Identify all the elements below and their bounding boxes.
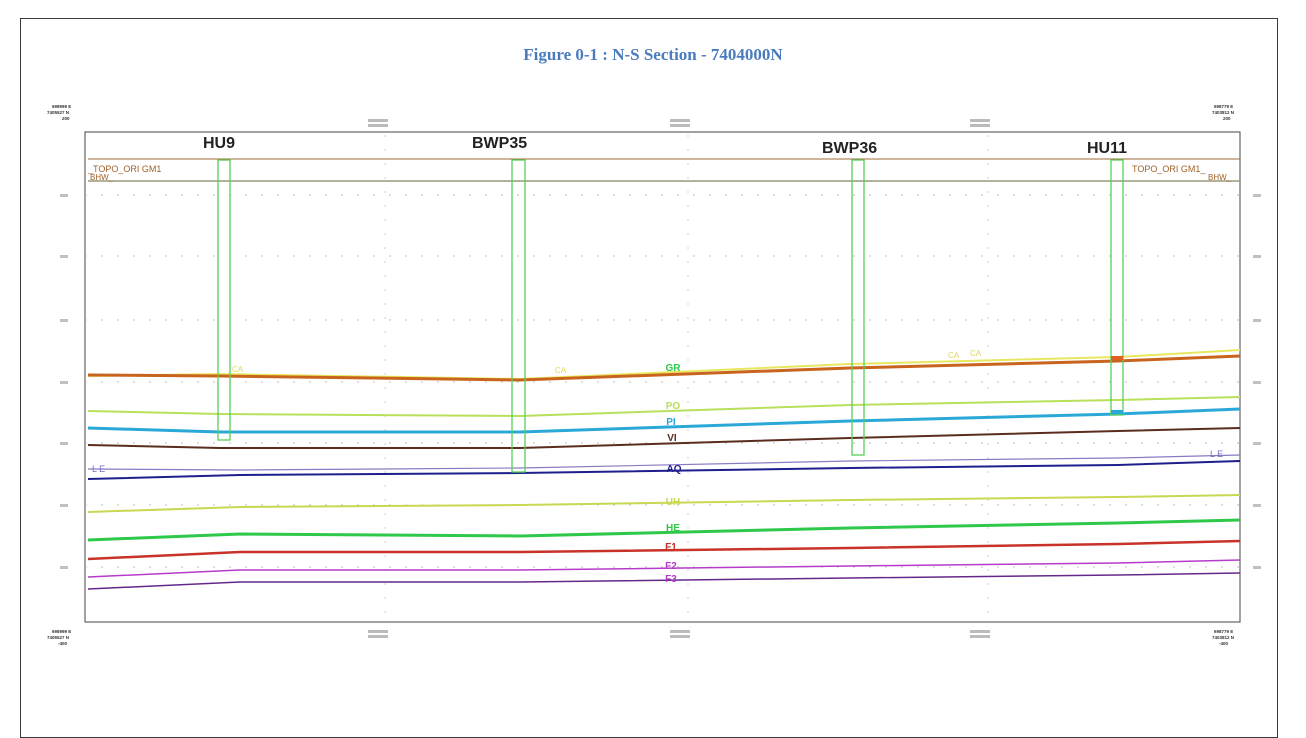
horizon-vi-label: VI — [667, 433, 677, 444]
ca-marker-label: CA — [970, 349, 982, 358]
drillhole-bwp35-trace — [511, 159, 526, 473]
horizon-po-line — [87, 396, 1241, 417]
drillhole-bwp36-trace — [851, 159, 865, 456]
faint-tick-labels — [368, 119, 990, 638]
horizon-he-label: HE — [666, 523, 680, 534]
bhw-label-right: BHW_ — [1208, 173, 1232, 182]
horizon-aq-line — [87, 460, 1241, 480]
hu11-pi-intercept — [1111, 410, 1123, 414]
corner-bottom-right-elev: -400 — [1219, 641, 1229, 646]
ca-marker-label: CA — [232, 365, 244, 374]
horizon-f3-label: F3 — [665, 574, 677, 585]
drillhole-hu9-label: HU9 — [203, 135, 235, 152]
horizon-vi-line — [87, 427, 1241, 449]
section-border — [84, 131, 1241, 623]
drillhole-hu11-label: HU11 — [1087, 140, 1127, 157]
horizon-po-label: PO — [666, 401, 681, 412]
horizon-aq-label: AQ — [667, 464, 682, 475]
hu11-gr-intercept — [1111, 356, 1123, 360]
horizon-f1-line — [87, 539, 1241, 561]
corner-top-right-elev: 200 — [1223, 116, 1231, 121]
corner-bottom-right-northing: 7403812 N — [1212, 635, 1234, 640]
horizon-f1-label: F1 — [665, 542, 677, 553]
grid-horizontal — [85, 194, 1240, 568]
horizon-he-line — [87, 518, 1241, 542]
corner-bottom-left-easting: 698999 E — [52, 629, 71, 634]
drillhole-bwp35-label: BWP35 — [472, 135, 527, 152]
horizon-pi-line — [87, 407, 1241, 434]
corner-top-right-northing: 7403812 N — [1212, 110, 1234, 115]
horizon-f2-label: F2 — [665, 561, 677, 572]
drillhole-hu11-trace — [1110, 159, 1124, 416]
horizon-uh-label: UH — [666, 497, 680, 508]
figure-caption: Figure 0-1 : N-S Section - 7404000N — [523, 45, 783, 64]
corner-bottom-left-elev: -400 — [58, 641, 68, 646]
corner-top-right-easting: 698779 E — [1214, 104, 1233, 109]
drillhole-hu9-trace — [217, 159, 231, 441]
le-line — [87, 454, 1241, 471]
le-label-left: L E — [92, 464, 105, 474]
horizon-f3-line — [87, 572, 1241, 590]
corner-bottom-left-northing: 7405527 N — [47, 635, 69, 640]
ca-marker-label: CA — [555, 366, 567, 375]
horizon-pi-label: PI — [666, 417, 676, 428]
corner-top-left-easting: 698999 E — [52, 104, 71, 109]
drillhole-bwp36-label: BWP36 — [822, 140, 877, 157]
horizon-uh-line — [87, 494, 1241, 513]
topo-label-right: TOPO_ORI GM1_ — [1132, 164, 1206, 174]
bhw-label-left: BHW_ — [90, 173, 114, 182]
topo-label-left: _TOPO_ORI GM1 — [87, 164, 161, 174]
ca-marker-label: CA — [948, 351, 960, 360]
horizon-gr-label: GR — [666, 363, 682, 374]
corner-bottom-right-easting: 698779 E — [1214, 629, 1233, 634]
horizon-f2-line — [87, 559, 1241, 578]
cross-section-diagram: 698999 E 7405527 N 200 698779 E 7403812 … — [47, 104, 1261, 646]
side-elevation-ticks — [60, 194, 1261, 569]
horizon-gr-line — [87, 354, 1241, 382]
corner-top-left-elev: 200 — [62, 116, 70, 121]
le-label-right: L E — [1210, 449, 1223, 459]
corner-top-left-northing: 7405527 N — [47, 110, 69, 115]
